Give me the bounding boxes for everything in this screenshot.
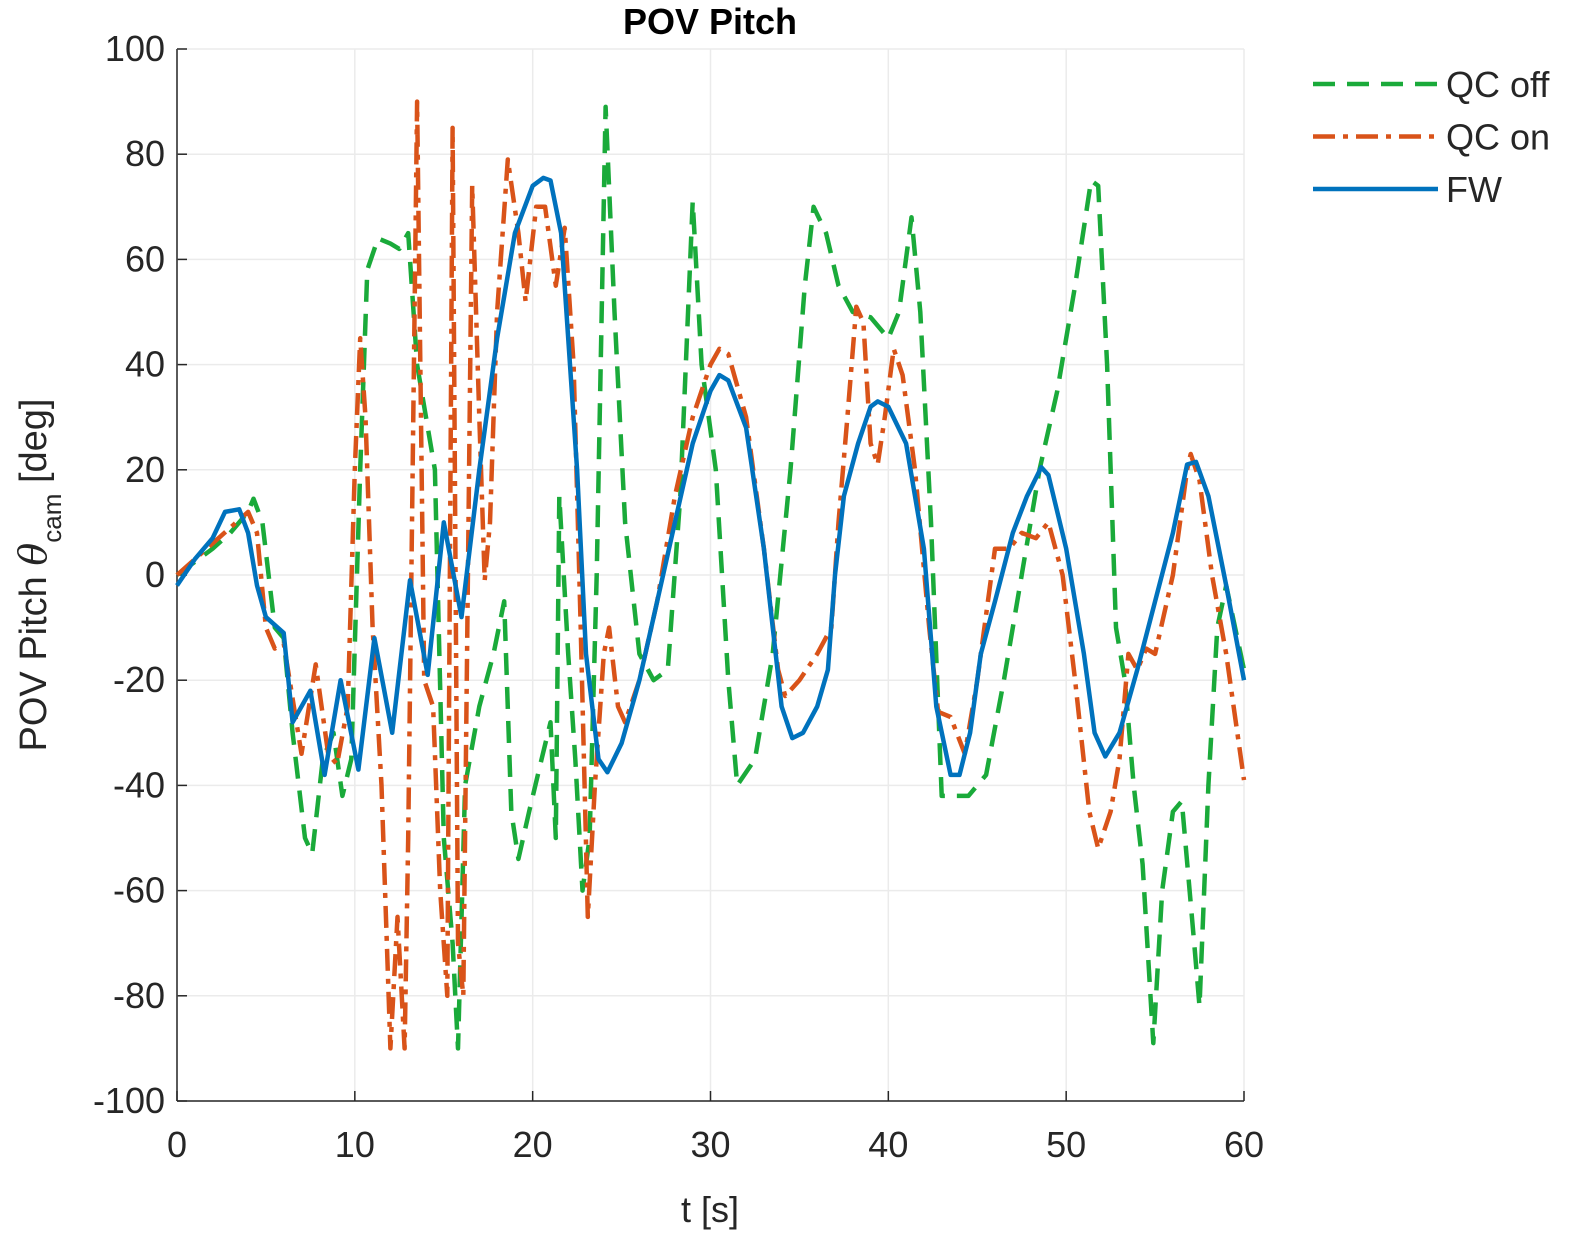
legend-label: FW [1446,169,1502,210]
legend-label: QC off [1446,64,1550,105]
y-tick-label: -100 [93,1080,165,1121]
x-tick-label: 60 [1224,1124,1264,1165]
y-label-unit: [deg] [13,399,55,494]
y-tick-label: 100 [105,28,165,69]
chart-title: POV Pitch [623,1,797,42]
y-tick-label: 0 [145,554,165,595]
x-tick-label: 0 [167,1124,187,1165]
x-tick-label: 10 [335,1124,375,1165]
y-tick-label: 60 [125,238,165,279]
y-axis-label: POV Pitch θcam [deg] [11,399,67,752]
series-line [175,104,1247,1051]
x-tick-label: 40 [868,1124,908,1165]
y-tick-label: 80 [125,133,165,174]
y-label-text: POV Pitch [13,566,55,752]
x-tick-label: 30 [690,1124,730,1165]
y-label-subscript: cam [37,494,67,543]
y-tick-label: 20 [125,449,165,490]
y-tick-label: -60 [113,870,165,911]
y-tick-label: -20 [113,659,165,700]
x-tick-label: 20 [513,1124,553,1165]
y-label-symbol: θ [11,543,55,566]
y-tick-label: 40 [125,344,165,385]
y-tick-label: -80 [113,975,165,1016]
legend-label: QC on [1446,117,1550,158]
x-tick-label: 50 [1046,1124,1086,1165]
x-axis-label: t [s] [681,1189,739,1230]
y-tick-label: -40 [113,764,165,805]
series-line [175,175,1247,778]
